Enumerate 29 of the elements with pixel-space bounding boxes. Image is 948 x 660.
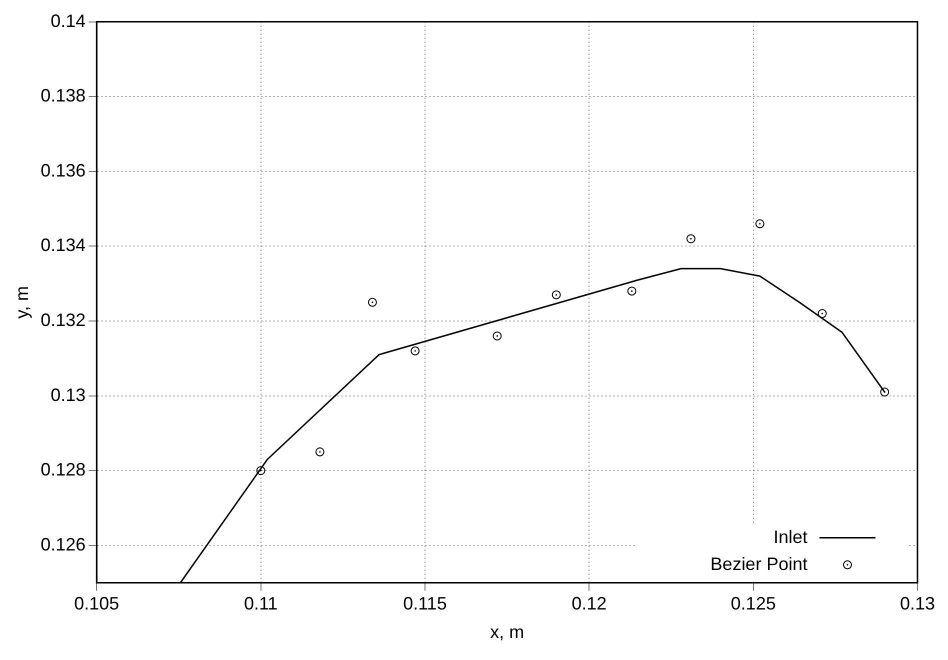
y-tick-label: 0.134 (40, 235, 86, 256)
legend-label: Bezier Point (710, 554, 808, 574)
point (315, 447, 324, 456)
y-tick-label: 0.126 (40, 534, 86, 554)
y-tick-label: 0.128 (40, 460, 86, 480)
point (755, 219, 764, 228)
point (368, 298, 377, 307)
y-axis-title: y, m (12, 286, 32, 319)
point (686, 234, 696, 244)
x-tick-label: 0.115 (403, 594, 447, 614)
point (410, 346, 420, 356)
y-tick-label: 0.136 (40, 160, 86, 180)
point (880, 388, 890, 397)
legend-label: Inlet (773, 526, 808, 547)
x-tick-label: 0.13 (900, 594, 936, 614)
point (627, 286, 636, 296)
y-tick-label: 0.132 (40, 310, 86, 330)
y-tick-label: 0.138 (40, 86, 86, 106)
y-tick-label: 0.13 (50, 384, 86, 405)
x-tick-label: 0.125 (730, 594, 776, 614)
x-tick-label: 0.12 (572, 594, 607, 614)
point (492, 331, 502, 340)
x-axis-title: x, m (490, 622, 524, 642)
point (256, 466, 266, 476)
x-tick-label: 0.105 (74, 594, 120, 614)
x-tick-label: 0.11 (244, 594, 278, 614)
point (818, 309, 827, 318)
point (552, 290, 561, 300)
y-tick-label: 0.14 (50, 10, 86, 31)
